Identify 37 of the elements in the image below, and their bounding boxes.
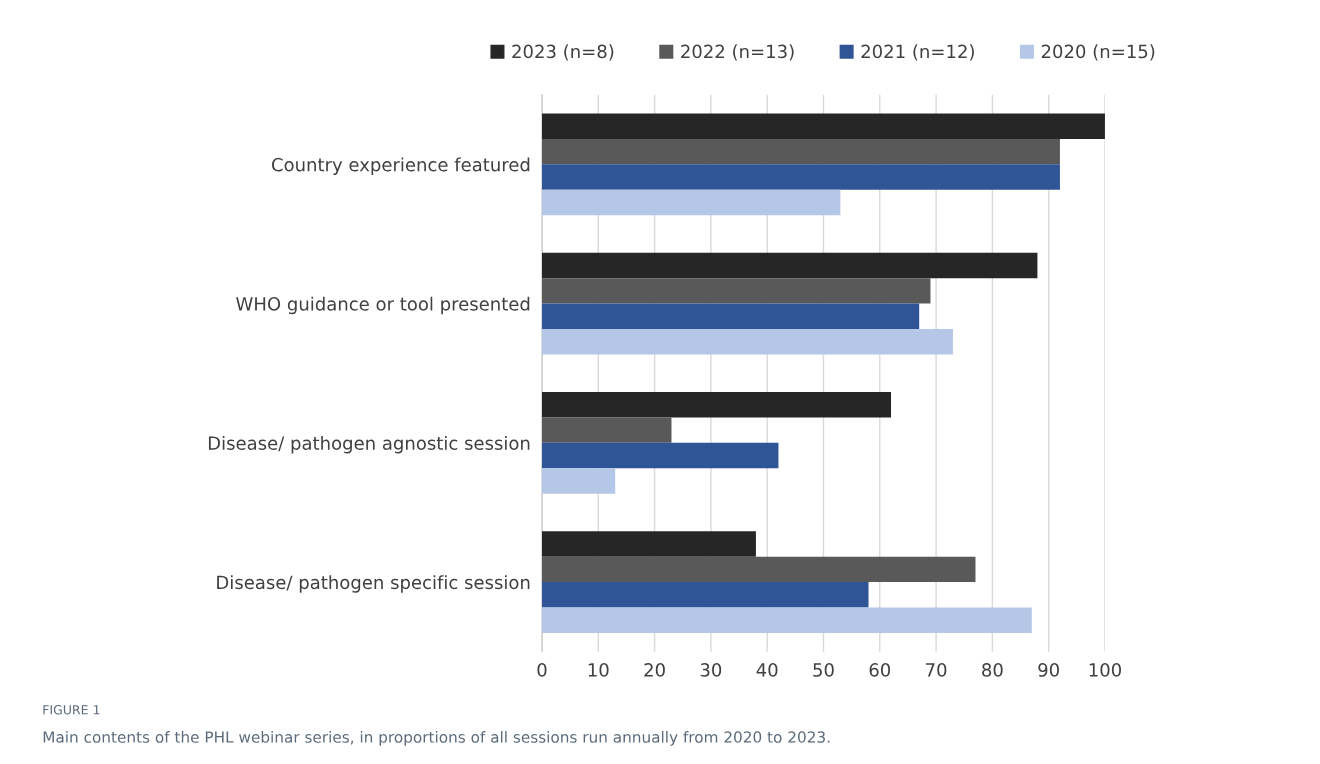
y-tick-label: Disease/ pathogen agnostic session: [208, 435, 530, 454]
x-tick-label: 100: [1089, 663, 1121, 677]
x-tick-label: 50: [813, 663, 834, 677]
x-tick-label: 10: [588, 663, 609, 677]
bar: [541, 252, 1038, 279]
bar: [541, 417, 672, 443]
y-tick-label: Disease/ pathogen specific session: [217, 575, 530, 593]
bar: [541, 278, 931, 304]
x-tick-label: 20: [644, 663, 665, 677]
legend-label: 2020 (n=15): [1041, 44, 1155, 61]
bar: [541, 329, 953, 355]
legend-label: 2022 (n=13): [681, 44, 794, 61]
bar: [541, 113, 1105, 139]
x-tick-label: 60: [869, 663, 891, 677]
bar: [541, 607, 1032, 633]
legend-label: 2023 (n=8): [512, 44, 614, 61]
bar: [541, 164, 1060, 190]
x-tick-label: 90: [1038, 663, 1059, 677]
bar: [541, 556, 976, 583]
caption: FIGURE 1: [43, 705, 100, 715]
bar: [541, 392, 892, 418]
y-tick-label: Country experience featured: [271, 157, 530, 175]
x-tick-label: 0: [537, 663, 547, 677]
bar: [541, 303, 920, 330]
text: Main contents of the PHL webinar series, in proportions of all sessions run annually from 2020 to 2023.: [43, 731, 830, 746]
bar: [541, 442, 779, 469]
x-tick-label: 70: [926, 663, 947, 677]
y-tick-label: WHO guidance or tool presented: [236, 296, 530, 315]
x-tick-label: 30: [700, 663, 722, 677]
bar: [541, 189, 841, 216]
x-tick-label: 80: [982, 663, 1003, 677]
x-tick-label: 40: [756, 663, 778, 677]
bar: [541, 468, 616, 494]
legend-label: 2021 (n=12): [861, 44, 974, 61]
bar: [541, 582, 869, 608]
bar: [541, 138, 1060, 165]
bar: [541, 531, 756, 557]
